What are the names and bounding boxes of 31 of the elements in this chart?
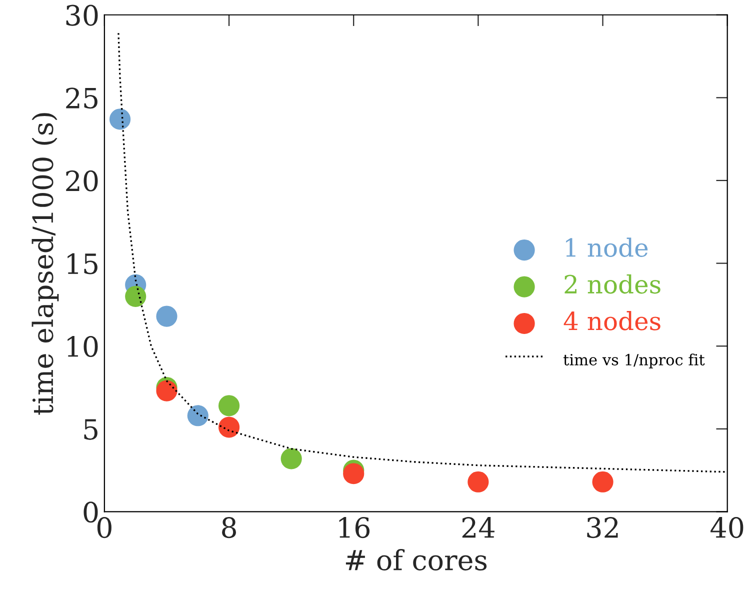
legend-label: 4 nodes	[564, 311, 660, 330]
point	[156, 306, 178, 327]
point	[218, 416, 240, 438]
x-tick-label: 32	[587, 517, 618, 538]
x-axis-title: # of cores	[346, 549, 487, 570]
line-series	[118, 32, 728, 473]
y-tick-label: 10	[68, 336, 98, 358]
y-tick-label: 30	[66, 4, 98, 26]
point	[468, 471, 489, 492]
y-tick-label: 5	[84, 419, 98, 440]
y-tick-label: 20	[66, 170, 98, 192]
x-tick-label: 40	[710, 517, 744, 538]
point	[187, 405, 208, 426]
point	[343, 463, 364, 484]
point	[218, 395, 240, 416]
point	[156, 380, 178, 402]
y-tick-label: 15	[68, 253, 98, 274]
legend-label: 1 node	[566, 238, 648, 258]
x-tick-label: 0	[97, 517, 112, 538]
y-tick-label: 0	[84, 502, 98, 523]
x-tick-label: 24	[462, 517, 494, 538]
x-tick-label: 16	[339, 517, 370, 538]
point	[280, 448, 302, 470]
legend-label: 2 nodes	[564, 274, 660, 294]
y-tick-label: 25	[66, 88, 98, 109]
y-axis-title: time elapsed/1000 (s)	[32, 113, 59, 415]
point	[592, 471, 614, 492]
x-tick-label: 8	[222, 517, 236, 538]
legend-label: time vs 1/nproc fit	[563, 354, 705, 368]
point	[125, 286, 146, 307]
point	[109, 108, 131, 130]
